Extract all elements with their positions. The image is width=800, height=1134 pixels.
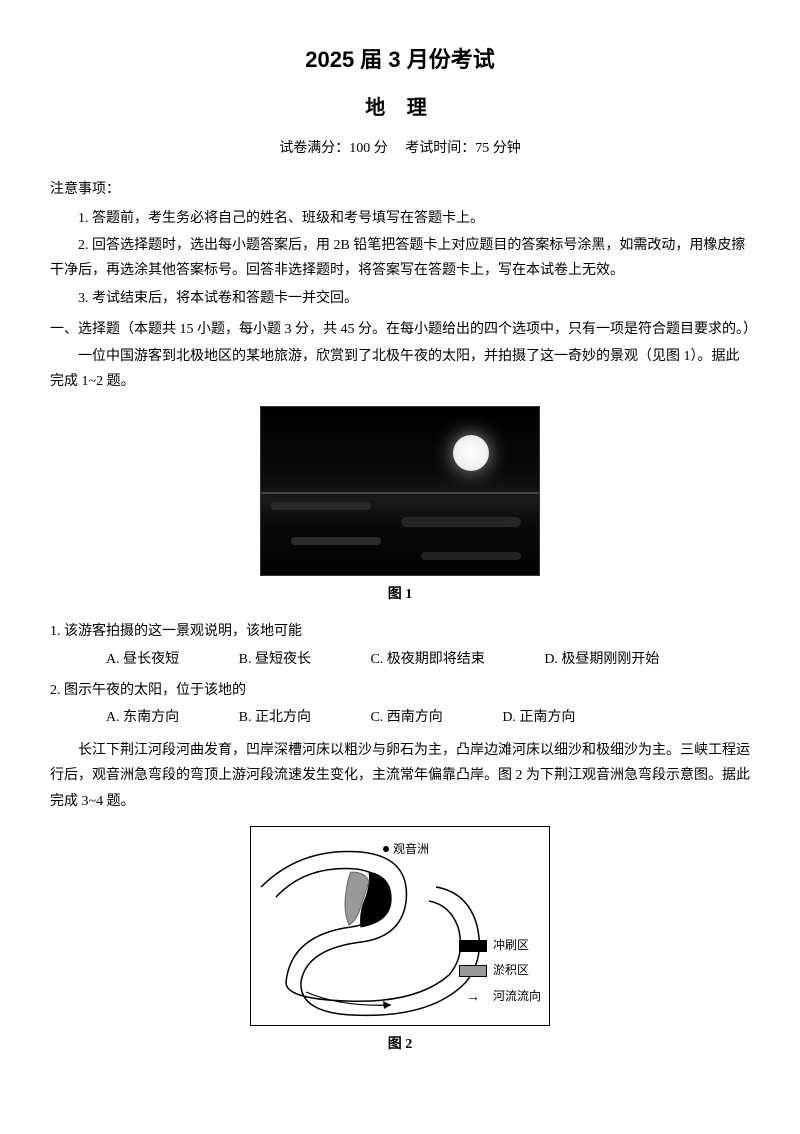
q1-option-a: A. 昼长夜短: [78, 647, 179, 672]
legend-erosion: 冲刷区: [459, 935, 541, 957]
island-label: 观音洲: [393, 839, 429, 861]
q2-option-a: A. 东南方向: [78, 705, 179, 730]
exam-info: 试卷满分：100 分 考试时间：75 分钟: [50, 136, 750, 161]
q1-option-c: C. 极夜期即将结束: [342, 647, 484, 672]
island-dot: [383, 846, 389, 852]
passage-1: 一位中国游客到北极地区的某地旅游，欣赏到了北极午夜的太阳，并拍摄了这一奇妙的景观…: [50, 344, 750, 394]
legend-box: 冲刷区 淤积区 → 河流流向: [459, 935, 541, 1012]
notice-2: 2. 回答选择题时，选出每小题答案后，用 2B 铅笔把答题卡上对应题目的答案标号…: [50, 233, 750, 283]
question-1-stem: 1. 该游客拍摄的这一景观说明，该地可能: [50, 619, 750, 644]
question-1-options: A. 昼长夜短 B. 昼短夜长 C. 极夜期即将结束 D. 极昼期刚刚开始: [50, 647, 750, 672]
river-diagram: 观音洲 冲刷区 淤积区 → 河流流向: [250, 826, 550, 1026]
notice-3: 3. 考试结束后，将本试卷和答题卡一并交回。: [50, 286, 750, 311]
legend-swatch-black: [459, 940, 487, 952]
legend-flow: → 河流流向: [459, 985, 541, 1010]
notice-title: 注意事项：: [50, 177, 750, 202]
night-sky-image: [260, 406, 540, 576]
passage-2: 长江下荆江河段河曲发育，凹岸深槽河床以粗沙与卵石为主，凸岸边滩河床以细沙和极细沙…: [50, 738, 750, 814]
score-label: 试卷满分：: [279, 141, 349, 156]
horizon-line: [261, 492, 539, 494]
cloud-shape: [401, 517, 521, 527]
figure-1-container: 图 1: [50, 406, 750, 607]
figure-1-caption: 图 1: [50, 582, 750, 607]
legend-deposition-label: 淤积区: [493, 960, 529, 982]
time-label: 考试时间：: [405, 141, 475, 156]
legend-deposition: 淤积区: [459, 960, 541, 982]
legend-erosion-label: 冲刷区: [493, 935, 529, 957]
legend-arrow-icon: →: [459, 985, 487, 1010]
legend-swatch-gray: [459, 965, 487, 977]
subject-title: 地 理: [50, 90, 750, 126]
notice-1: 1. 答题前，考生务必将自己的姓名、班级和考号填写在答题卡上。: [50, 206, 750, 231]
flow-arrowhead: [383, 1001, 391, 1009]
cloud-shape: [291, 537, 381, 545]
question-2-stem: 2. 图示午夜的太阳，位于该地的: [50, 678, 750, 703]
q1-option-b: B. 昼短夜长: [211, 647, 311, 672]
figure-2-caption: 图 2: [50, 1032, 750, 1057]
legend-flow-label: 河流流向: [493, 986, 541, 1008]
cloud-shape: [271, 502, 371, 510]
score-value: 100 分: [349, 141, 388, 156]
time-value: 75 分钟: [475, 141, 521, 156]
sun-icon: [453, 435, 489, 471]
q2-option-d: D. 正南方向: [474, 705, 575, 730]
question-2-options: A. 东南方向 B. 正北方向 C. 西南方向 D. 正南方向: [50, 705, 750, 730]
figure-2-container: 观音洲 冲刷区 淤积区 → 河流流向 图 2: [50, 826, 750, 1057]
q2-option-b: B. 正北方向: [211, 705, 311, 730]
q1-option-d: D. 极昼期刚刚开始: [516, 647, 659, 672]
q2-option-c: C. 西南方向: [342, 705, 442, 730]
cloud-shape: [421, 552, 521, 560]
section-title: 一、选择题（本题共 15 小题，每小题 3 分，共 45 分。在每小题给出的四个…: [50, 317, 750, 342]
exam-title: 2025 届 3 月份考试: [50, 40, 750, 80]
